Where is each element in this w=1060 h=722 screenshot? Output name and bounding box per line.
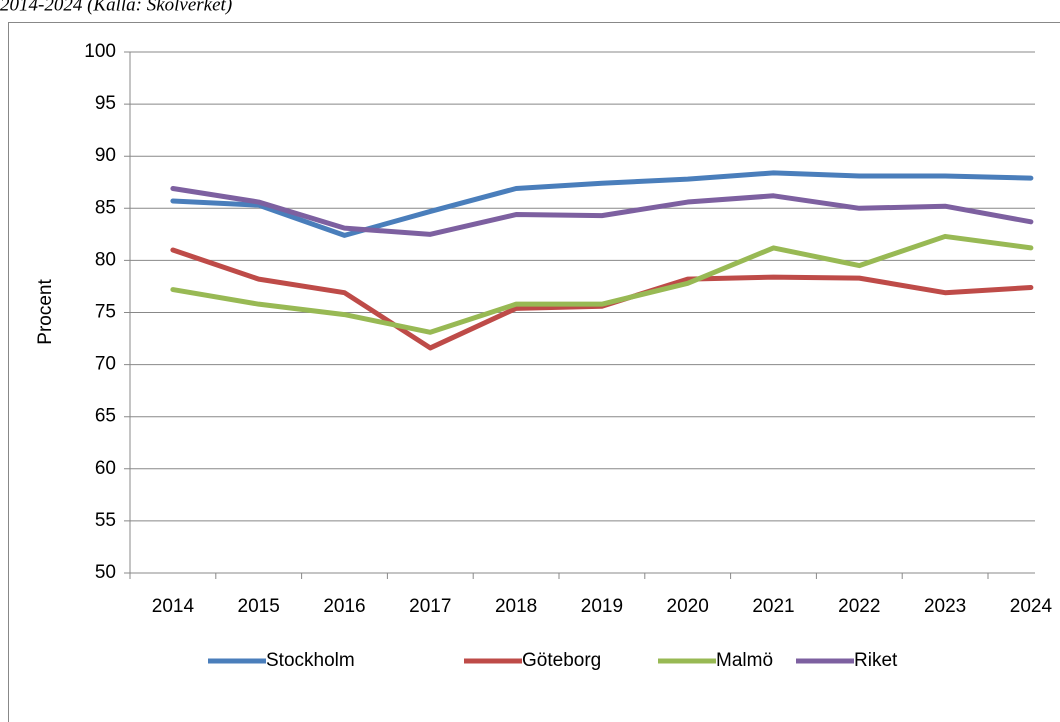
legend-label: Riket: [854, 650, 898, 671]
series-line: [170, 170, 1034, 238]
x-tick-label: 2020: [667, 596, 709, 617]
y-tick-label: 95: [95, 93, 116, 114]
y-tick-label: 50: [95, 562, 116, 583]
y-tick-label: 90: [95, 145, 116, 166]
y-tick-label: 60: [95, 458, 116, 479]
y-tick-label: 85: [95, 197, 116, 218]
y-tick-label: 100: [84, 41, 116, 62]
x-tick-label: 2021: [752, 596, 794, 617]
y-tick-label: 65: [95, 406, 116, 427]
x-tick-label: 2017: [409, 596, 451, 617]
x-tick-label: 2018: [495, 596, 537, 617]
x-tick-label: 2024: [1010, 596, 1053, 617]
y-tick-label: 80: [95, 249, 116, 270]
series-line: [170, 186, 1034, 237]
chart-border: [8, 22, 1060, 722]
x-tick-label: 2016: [323, 596, 365, 617]
y-tick-label: 55: [95, 510, 116, 531]
x-tick-label: 2022: [838, 596, 880, 617]
x-tick-label: 2019: [581, 596, 623, 617]
chart-subtitle: 2014-2024 (Källa: Skolverket): [0, 0, 232, 15]
legend-label: Göteborg: [522, 650, 601, 671]
series-line: [170, 233, 1034, 335]
x-tick-label: 2023: [924, 596, 966, 617]
legend-label: Stockholm: [266, 650, 355, 671]
y-tick-label: 70: [95, 354, 116, 375]
y-axis-label: Procent: [35, 279, 56, 345]
x-tick-label: 2014: [152, 596, 195, 617]
x-tick-label: 2015: [238, 596, 280, 617]
legend-label: Malmö: [716, 650, 773, 671]
y-tick-label: 75: [95, 302, 116, 323]
